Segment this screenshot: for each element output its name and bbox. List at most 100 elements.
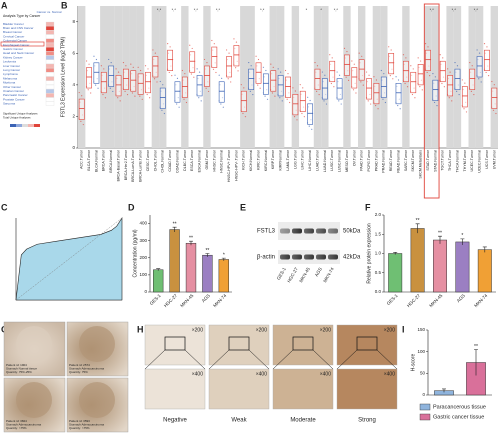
- image-caption: Quantity: >75%: [69, 426, 90, 430]
- jitter-point: [270, 63, 272, 65]
- bar: [433, 239, 447, 293]
- significance: *,*: [172, 7, 177, 12]
- jitter-point: [392, 78, 394, 80]
- x-tick-label: STAD.Normal: [433, 150, 437, 172]
- heat-cell: [45, 93, 55, 98]
- band: [328, 254, 338, 260]
- box: [130, 70, 137, 92]
- jitter-point: [233, 38, 235, 40]
- x-tick-label: GBM.Tumor: [205, 149, 209, 169]
- jitter-point: [279, 97, 281, 99]
- jitter-point: [388, 46, 390, 48]
- box: [115, 75, 122, 97]
- heat-cell: [45, 72, 55, 77]
- jitter-point: [81, 95, 83, 97]
- scale-swatch: [22, 124, 28, 127]
- band: [316, 254, 326, 260]
- jitter-point: [293, 116, 296, 118]
- image-caption: Patient id: 1904: [6, 363, 27, 367]
- jitter-point: [316, 65, 319, 67]
- box: [159, 87, 166, 109]
- heat-cell: [45, 97, 55, 102]
- significance: *,*: [216, 7, 221, 12]
- y-axis-label: FSTL3 Expression Level (log2 TPM): [60, 36, 66, 117]
- jitter-point: [265, 69, 267, 72]
- table-title: Analysis Type by Cancer: [3, 14, 41, 18]
- jitter-point: [362, 84, 364, 86]
- y-tick-label: 1.5: [375, 231, 382, 236]
- jitter-point: [311, 128, 313, 130]
- jitter-point: [140, 69, 142, 72]
- row-label: Lymphoma: [3, 72, 18, 76]
- grade-label: Negative: [163, 418, 187, 424]
- box: [358, 59, 365, 81]
- significance: *,*: [474, 7, 479, 12]
- band: [292, 228, 302, 234]
- x-tick-label: LGG.Tumor: [293, 149, 297, 169]
- jitter-point: [174, 74, 176, 76]
- jitter-point: [434, 76, 436, 78]
- error-bar: [205, 253, 210, 257]
- heat-cell: [45, 51, 55, 56]
- x-tick-label: KIRP.Normal: [279, 150, 283, 171]
- box: [321, 78, 328, 100]
- jitter-point: [200, 100, 202, 102]
- box: [373, 83, 380, 105]
- y-tick-label: 6: [72, 51, 75, 56]
- box: [447, 75, 453, 97]
- y-axis-label: H-score: [410, 354, 416, 372]
- jitter-point: [213, 43, 215, 45]
- row-label: Esophageal Cancer: [3, 43, 29, 47]
- x-tick-label: KIRP.Tumor: [271, 149, 275, 169]
- jitter-point: [271, 92, 274, 94]
- magnification: ×400: [384, 371, 395, 377]
- box: [137, 73, 144, 95]
- x-tick-label: CESC.Tumor: [146, 149, 150, 171]
- jitter-point: [221, 77, 223, 79]
- legend-label: Paracancerous tissue: [433, 404, 486, 410]
- x-tick-label: UCEC.Tumor: [470, 149, 474, 171]
- box: [454, 68, 461, 90]
- zoom-line: [208, 349, 230, 370]
- bar: [410, 228, 425, 293]
- jitter-point: [284, 69, 287, 72]
- jitter-point: [443, 86, 445, 88]
- significance: *,*: [157, 7, 162, 12]
- error-bar: [172, 226, 177, 232]
- jitter-point: [380, 69, 382, 72]
- x-tick-label: HNSC-HPV+.Tumor: [227, 149, 231, 182]
- jitter-point: [225, 49, 228, 51]
- jitter-point: [156, 81, 158, 83]
- jitter-point: [286, 98, 288, 100]
- jitter-point: [237, 70, 239, 72]
- x-tick-label: READ.Normal: [396, 150, 400, 173]
- group-shade: [78, 6, 86, 148]
- jitter-point: [227, 78, 229, 80]
- box: [218, 81, 225, 103]
- lane-label: AGS: [314, 267, 323, 278]
- jitter-point: [196, 68, 198, 70]
- lane-label: MKN-45: [298, 266, 311, 283]
- x-tick-label: LUAD.Tumor: [315, 149, 319, 171]
- box: [233, 45, 240, 67]
- jitter-point: [449, 71, 451, 73]
- error-bar: [474, 349, 478, 376]
- jitter-point: [287, 73, 289, 75]
- jitter-point: [206, 62, 208, 64]
- x-tick-label: UCEC.Normal: [478, 150, 482, 173]
- band: [328, 228, 338, 234]
- significance: *: [320, 7, 322, 12]
- jitter-point: [333, 86, 335, 88]
- row-label: Prostate Cancer: [3, 97, 25, 101]
- image-caption: Quantity: 75%-25%: [6, 370, 32, 374]
- group-shade: [159, 6, 167, 148]
- jitter-point: [340, 103, 342, 105]
- jitter-point: [222, 106, 224, 108]
- jitter-point: [152, 49, 154, 51]
- box: [255, 62, 262, 84]
- box: [152, 56, 159, 78]
- zoom-box: [356, 336, 378, 351]
- x-tick-label: HNSC-HPV-.Tumor: [234, 149, 238, 181]
- tissue-core: [79, 382, 115, 418]
- x-tick-label: BRCA.Normal: [109, 150, 113, 173]
